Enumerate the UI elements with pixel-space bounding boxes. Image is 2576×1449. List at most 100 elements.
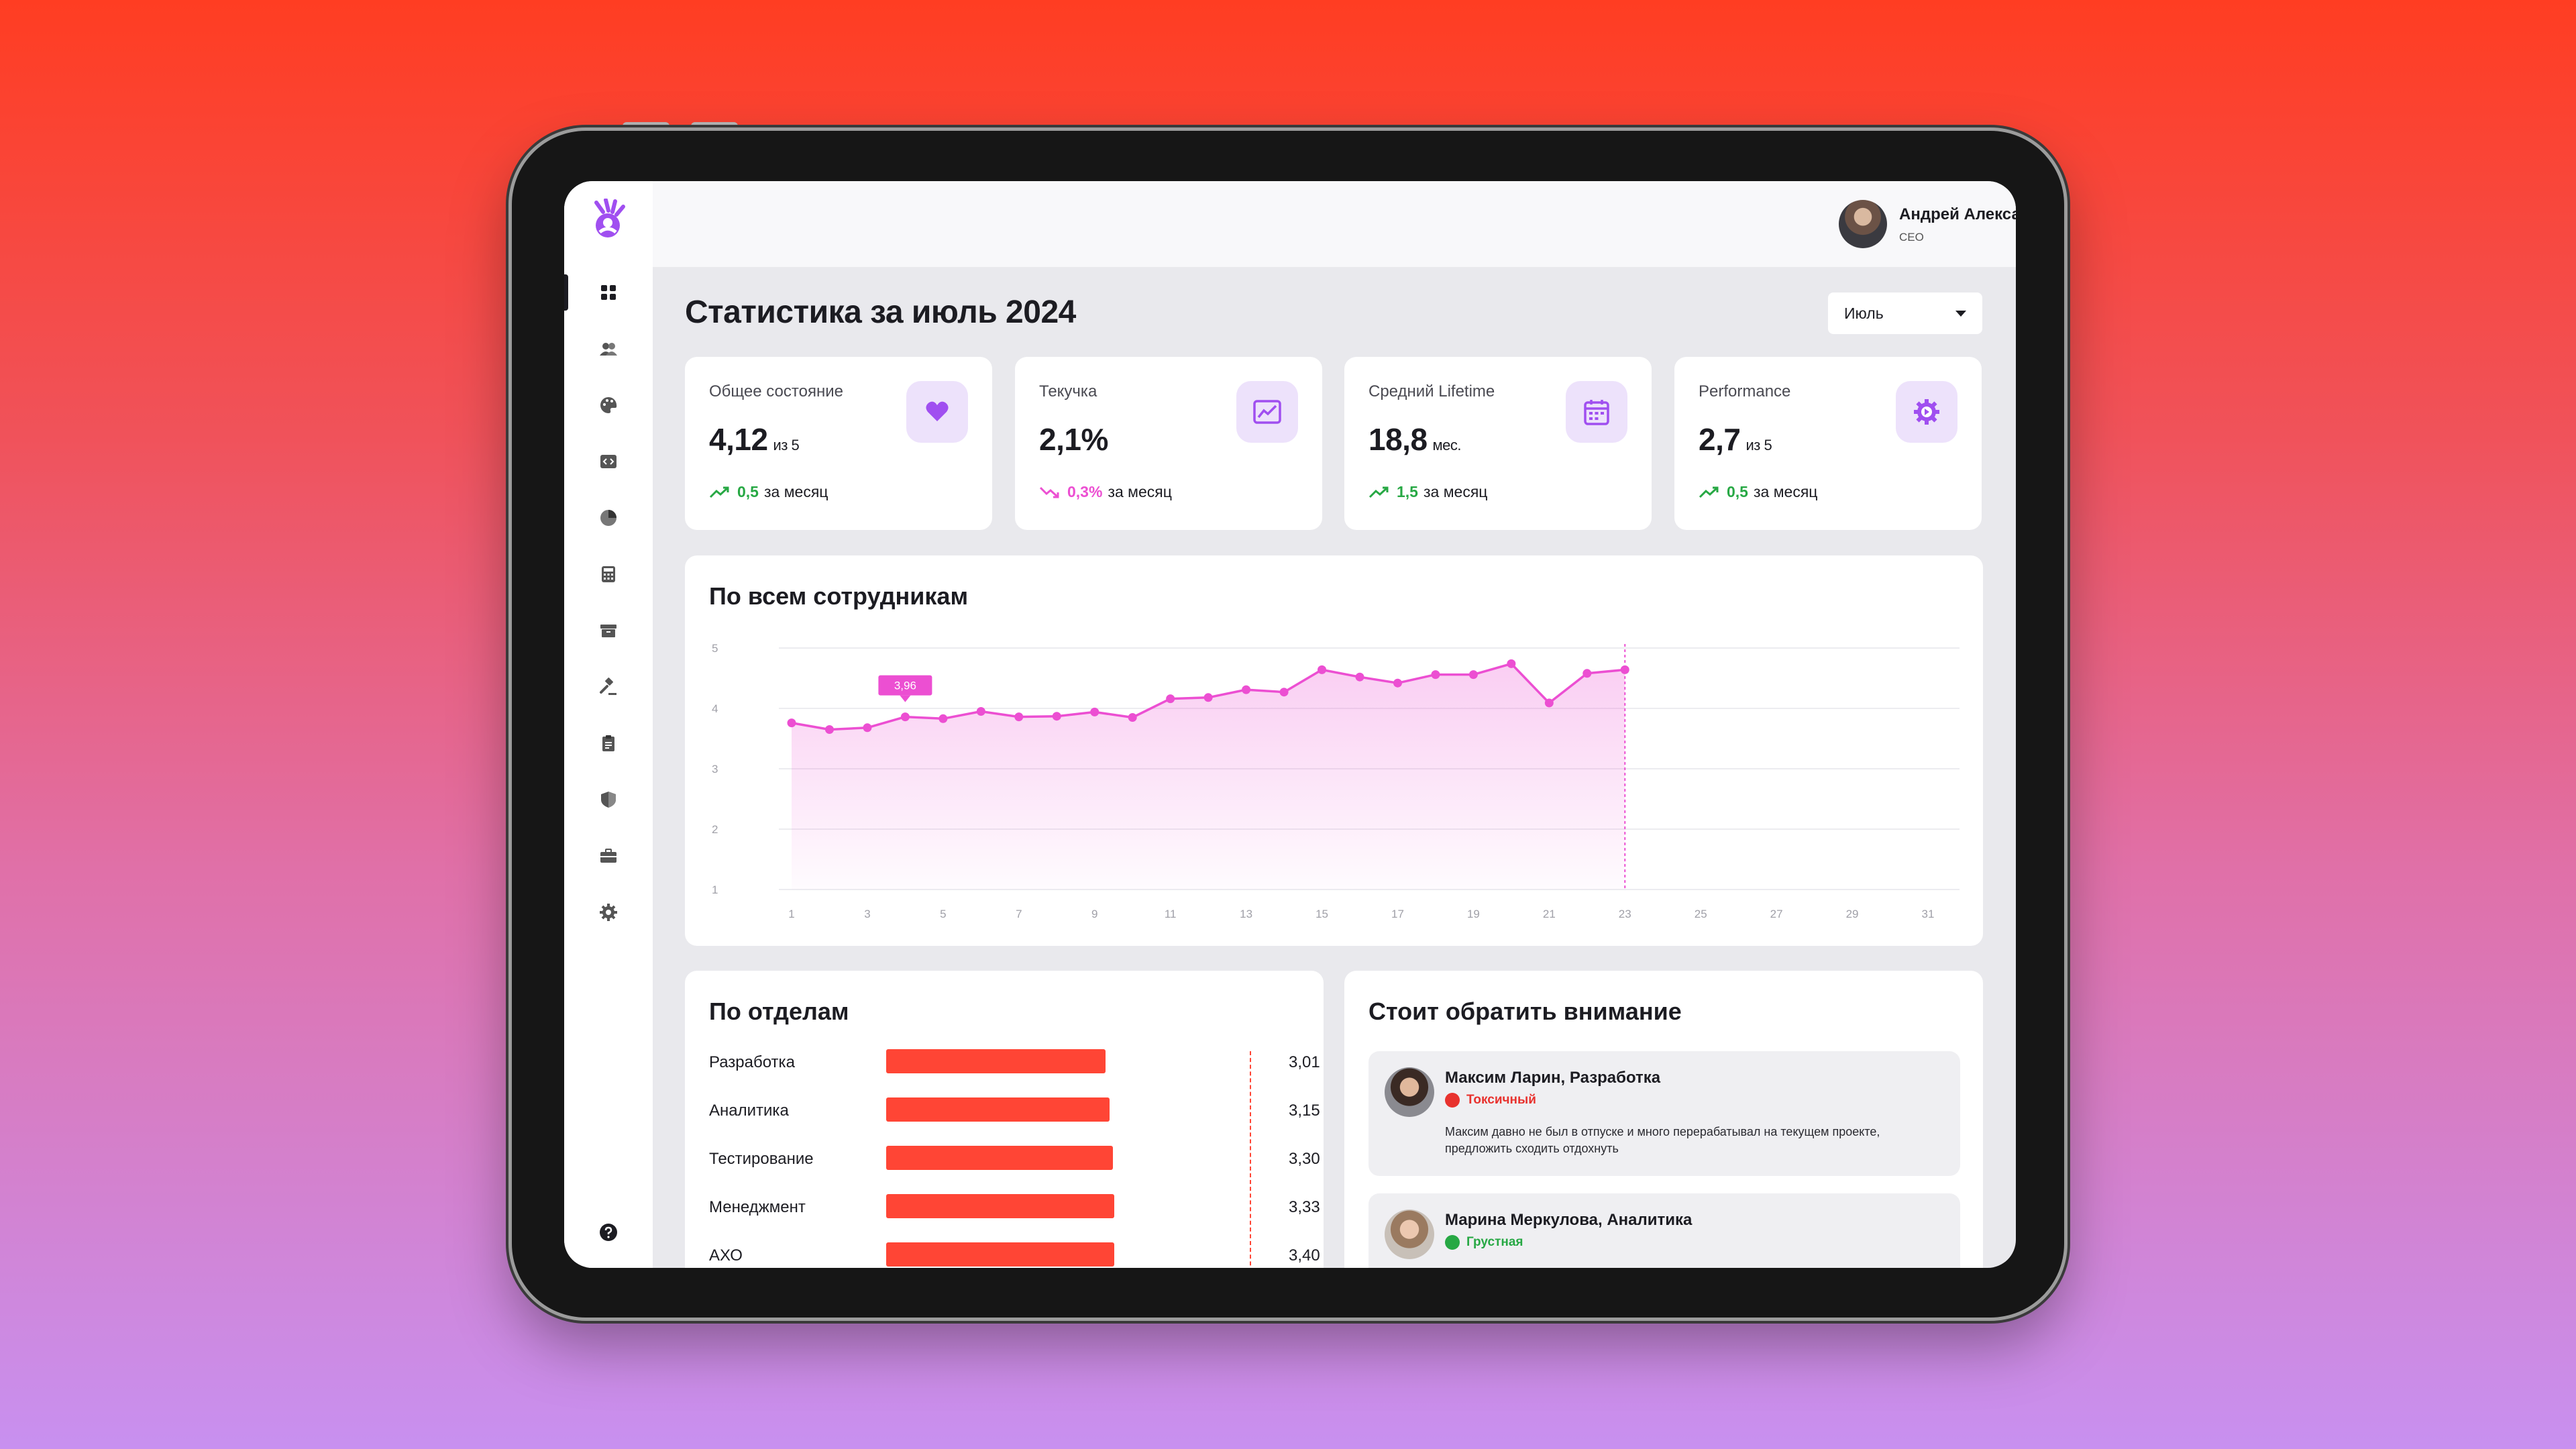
chevron-down-icon: [1955, 310, 1966, 317]
data-point: [1128, 713, 1137, 722]
nav-development[interactable]: [564, 438, 653, 485]
kpi-card-lifetime[interactable]: Средний Lifetime 18,8 мес. 1,5 за месяц: [1344, 357, 1652, 530]
nav-tasks[interactable]: [564, 720, 653, 767]
data-point: [1090, 707, 1099, 716]
nav-dashboard[interactable]: [564, 269, 653, 316]
y-tick-label: 4: [712, 702, 718, 715]
department-name: Разработка: [709, 1053, 795, 1071]
chart-title: По всем сотрудникам: [709, 582, 969, 610]
average-line: [1250, 1051, 1251, 1268]
department-value: 3,01: [1289, 1053, 1320, 1071]
calculator-icon: [602, 566, 615, 582]
month-select-value: Июль: [1844, 304, 1884, 322]
trend-down-icon: [1039, 486, 1059, 498]
attention-item[interactable]: Марина Меркулова, Аналитика Грустная: [1368, 1193, 1960, 1268]
nav-help[interactable]: [564, 1209, 653, 1256]
clipboard-icon: [602, 735, 614, 751]
trend-up-icon: [709, 486, 729, 498]
x-tick-label: 13: [1240, 908, 1252, 920]
data-point: [1166, 694, 1175, 704]
data-point: [938, 714, 948, 723]
nav-settings[interactable]: [564, 889, 653, 936]
kpi-label: Performance: [1699, 382, 1791, 400]
department-name: Менеджмент: [709, 1198, 806, 1216]
person-note: Максим давно не был в отпуске и много пе…: [1445, 1125, 1880, 1155]
data-point: [1052, 712, 1061, 721]
line-chart-icon: [1236, 381, 1298, 443]
nav-archive[interactable]: [564, 607, 653, 654]
kpi-value: 2,7 из 5: [1699, 422, 1772, 457]
department-bar: [886, 1242, 1114, 1267]
x-tick-label: 29: [1846, 908, 1859, 920]
kpi-unit: из 5: [773, 437, 800, 453]
data-point: [1620, 665, 1629, 674]
department-value: 3,30: [1289, 1150, 1320, 1168]
gear-icon: [600, 904, 617, 921]
department-name: АХО: [709, 1246, 743, 1265]
sidebar: [564, 181, 653, 1268]
department-name: Аналитика: [709, 1102, 789, 1120]
kpi-trend: 1,5 за месяц: [1368, 483, 1487, 501]
x-tick-label: 25: [1695, 908, 1707, 920]
kpi-card-turnover[interactable]: Текучка 2,1% 0,3% за месяц: [1015, 357, 1322, 530]
data-point: [824, 725, 834, 734]
attention-item[interactable]: Максим Ларин, Разработка Токсичный Макси…: [1368, 1051, 1960, 1176]
kpi-label: Общее состояние: [709, 382, 843, 400]
month-select[interactable]: Июль: [1828, 292, 1982, 334]
nav-security[interactable]: [564, 776, 653, 823]
nav-cases[interactable]: [564, 833, 653, 879]
tablet-button: [691, 122, 738, 130]
angry-face-icon: [1445, 1093, 1460, 1108]
kpi-card-wellbeing[interactable]: Общее состояние 4,12 из 5 0,5 за месяц: [685, 357, 992, 530]
department-bar: [886, 1194, 1114, 1218]
avatar[interactable]: [1839, 200, 1887, 248]
x-tick-label: 3: [864, 908, 870, 920]
department-row[interactable]: Аналитика 3,15: [709, 1097, 1320, 1124]
person-status: Токсичный: [1445, 1093, 1536, 1108]
person-name: Максим Ларин, Разработка: [1445, 1069, 1661, 1087]
app-logo-icon[interactable]: [590, 199, 627, 240]
trend-up-icon: [1699, 486, 1719, 498]
nav-analytics[interactable]: [564, 494, 653, 541]
attention-title: Стоит обратить внимание: [1368, 998, 1682, 1025]
data-point: [863, 723, 872, 733]
series-area: [792, 663, 1625, 890]
department-value: 3,40: [1289, 1246, 1320, 1265]
x-tick-label: 23: [1619, 908, 1631, 920]
app-screen: Андрей Александров CEO Статистика за июл…: [564, 181, 2016, 1268]
nav-legal[interactable]: [564, 663, 653, 710]
y-tick-label: 3: [712, 763, 718, 775]
nav-calculator[interactable]: [564, 551, 653, 598]
department-row[interactable]: АХО 3,40: [709, 1242, 1320, 1268]
x-tick-label: 9: [1091, 908, 1097, 920]
heart-icon: [906, 381, 968, 443]
department-row[interactable]: Тестирование 3,30: [709, 1146, 1320, 1173]
sad-face-icon: [1445, 1235, 1460, 1250]
tooltip-box: [878, 675, 932, 696]
department-name: Тестирование: [709, 1150, 814, 1168]
department-value: 3,15: [1289, 1102, 1320, 1120]
user-name[interactable]: Андрей Александров: [1899, 205, 2016, 223]
nav-employees[interactable]: [564, 325, 653, 372]
data-point: [1279, 688, 1289, 697]
nav-design[interactable]: [564, 382, 653, 429]
departments-card: По отделам Разработка 3,01 Аналитика 3,15 Те…: [685, 971, 1324, 1268]
trend-up-icon: [1368, 486, 1389, 498]
data-point: [1544, 698, 1554, 708]
data-point: [787, 718, 796, 728]
x-tick-label: 17: [1391, 908, 1404, 920]
department-bar: [886, 1049, 1106, 1073]
x-tick-label: 31: [1922, 908, 1935, 920]
department-row[interactable]: Менеджмент 3,33: [709, 1194, 1320, 1221]
attention-card: Стоит обратить внимание Максим Ларин, Ра…: [1344, 971, 1983, 1268]
department-row[interactable]: Разработка 3,01: [709, 1049, 1320, 1076]
gear-badge-icon: [1896, 381, 1957, 443]
briefcase-icon: [600, 849, 616, 863]
data-point: [1203, 693, 1213, 702]
x-tick-label: 7: [1016, 908, 1022, 920]
kpi-card-performance[interactable]: Performance 2,7 из 5 0,5 за месяц: [1674, 357, 1982, 530]
kpi-value: 4,12 из 5: [709, 422, 800, 457]
x-tick-label: 15: [1316, 908, 1328, 920]
data-point: [900, 712, 910, 722]
